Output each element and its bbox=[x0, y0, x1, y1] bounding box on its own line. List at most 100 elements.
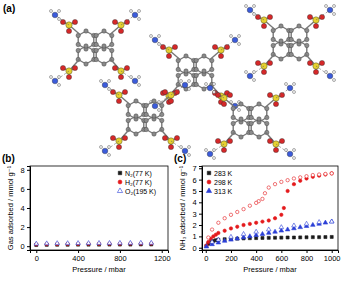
atom bbox=[110, 48, 114, 52]
atom bbox=[267, 60, 272, 65]
data-points bbox=[204, 172, 334, 248]
atom bbox=[152, 99, 156, 103]
atom bbox=[84, 29, 88, 33]
tick-mark bbox=[199, 202, 202, 203]
atom bbox=[205, 83, 208, 86]
tick-label: 600 bbox=[276, 254, 289, 263]
x-axis-title: Pressure / mbar bbox=[72, 265, 126, 274]
legend-marker bbox=[117, 188, 122, 193]
point bbox=[311, 236, 314, 239]
x-axis-title: Pressure / mbar bbox=[243, 265, 297, 274]
point bbox=[324, 236, 327, 239]
legend-marker bbox=[206, 188, 211, 193]
atom bbox=[239, 102, 243, 106]
legend-label: 283 K bbox=[214, 170, 233, 177]
atom bbox=[249, 130, 253, 134]
point bbox=[330, 172, 333, 175]
atom bbox=[132, 12, 138, 18]
tick-mark bbox=[199, 214, 202, 215]
atom bbox=[132, 78, 138, 84]
tick: 4 bbox=[193, 198, 202, 207]
atom bbox=[293, 157, 296, 160]
atom bbox=[285, 83, 288, 86]
tick-mark bbox=[27, 246, 30, 247]
point bbox=[229, 227, 232, 230]
atom bbox=[168, 98, 173, 103]
tick: 6 bbox=[193, 176, 202, 185]
tick: 800 bbox=[301, 250, 314, 263]
tick: 600 bbox=[276, 250, 289, 263]
atom bbox=[124, 65, 129, 70]
tick-label: 2 bbox=[21, 223, 25, 232]
atom bbox=[213, 83, 216, 86]
atom bbox=[313, 69, 318, 74]
atom bbox=[160, 118, 164, 122]
point bbox=[292, 182, 295, 185]
point bbox=[107, 240, 112, 244]
tick: 0 bbox=[21, 242, 30, 251]
chart: (b)0400800120002468Pressure / mbarGas ad… bbox=[2, 153, 171, 274]
legend-marker bbox=[118, 180, 122, 184]
atom bbox=[253, 79, 256, 82]
point bbox=[229, 234, 234, 238]
tick: 0 bbox=[193, 244, 202, 253]
tick: 1000 bbox=[324, 250, 341, 263]
point bbox=[330, 172, 333, 175]
atom bbox=[265, 115, 269, 119]
atom bbox=[221, 101, 226, 106]
tick-label: 0 bbox=[21, 242, 25, 251]
point bbox=[286, 178, 289, 181]
atom bbox=[94, 48, 98, 52]
atom bbox=[297, 39, 301, 43]
data-points bbox=[34, 240, 154, 246]
axis-line bbox=[31, 251, 169, 254]
atom bbox=[110, 42, 114, 46]
tick-mark bbox=[199, 225, 202, 226]
atom bbox=[297, 57, 301, 61]
atom bbox=[305, 37, 309, 41]
atom bbox=[279, 39, 283, 43]
atom bbox=[333, 13, 336, 16]
atom bbox=[144, 127, 148, 131]
point bbox=[248, 222, 251, 225]
tick-label: 200 bbox=[225, 254, 238, 263]
atom bbox=[194, 58, 198, 62]
point bbox=[292, 177, 295, 180]
series bbox=[34, 240, 154, 245]
legend-marker bbox=[207, 180, 211, 184]
atom bbox=[210, 58, 214, 62]
point bbox=[298, 225, 303, 229]
atom bbox=[50, 10, 53, 13]
atom bbox=[265, 121, 269, 125]
legend-label: H₂(77 K) bbox=[125, 179, 152, 187]
point bbox=[44, 241, 49, 245]
atom bbox=[152, 132, 156, 136]
atom bbox=[58, 76, 61, 79]
atom bbox=[257, 102, 261, 106]
legend-label: N₂(77 K) bbox=[125, 170, 152, 178]
point bbox=[55, 241, 60, 245]
atom bbox=[72, 65, 77, 70]
atom bbox=[118, 28, 123, 33]
atom bbox=[287, 151, 293, 157]
tick-mark bbox=[36, 250, 37, 253]
atom bbox=[188, 88, 191, 91]
tick-mark bbox=[27, 170, 30, 171]
tick-mark bbox=[120, 250, 121, 253]
atom bbox=[194, 67, 198, 71]
atom bbox=[58, 18, 61, 21]
atom bbox=[319, 60, 324, 65]
point bbox=[139, 240, 144, 244]
atom bbox=[152, 103, 158, 109]
atom bbox=[271, 37, 275, 41]
point bbox=[248, 234, 253, 238]
atom bbox=[162, 89, 167, 94]
atom bbox=[333, 5, 336, 8]
atom bbox=[184, 54, 188, 58]
atom bbox=[116, 144, 121, 149]
atom bbox=[249, 115, 253, 119]
tick-mark bbox=[199, 191, 202, 192]
tick-mark bbox=[281, 250, 282, 253]
atom bbox=[144, 103, 148, 107]
point bbox=[217, 221, 220, 224]
